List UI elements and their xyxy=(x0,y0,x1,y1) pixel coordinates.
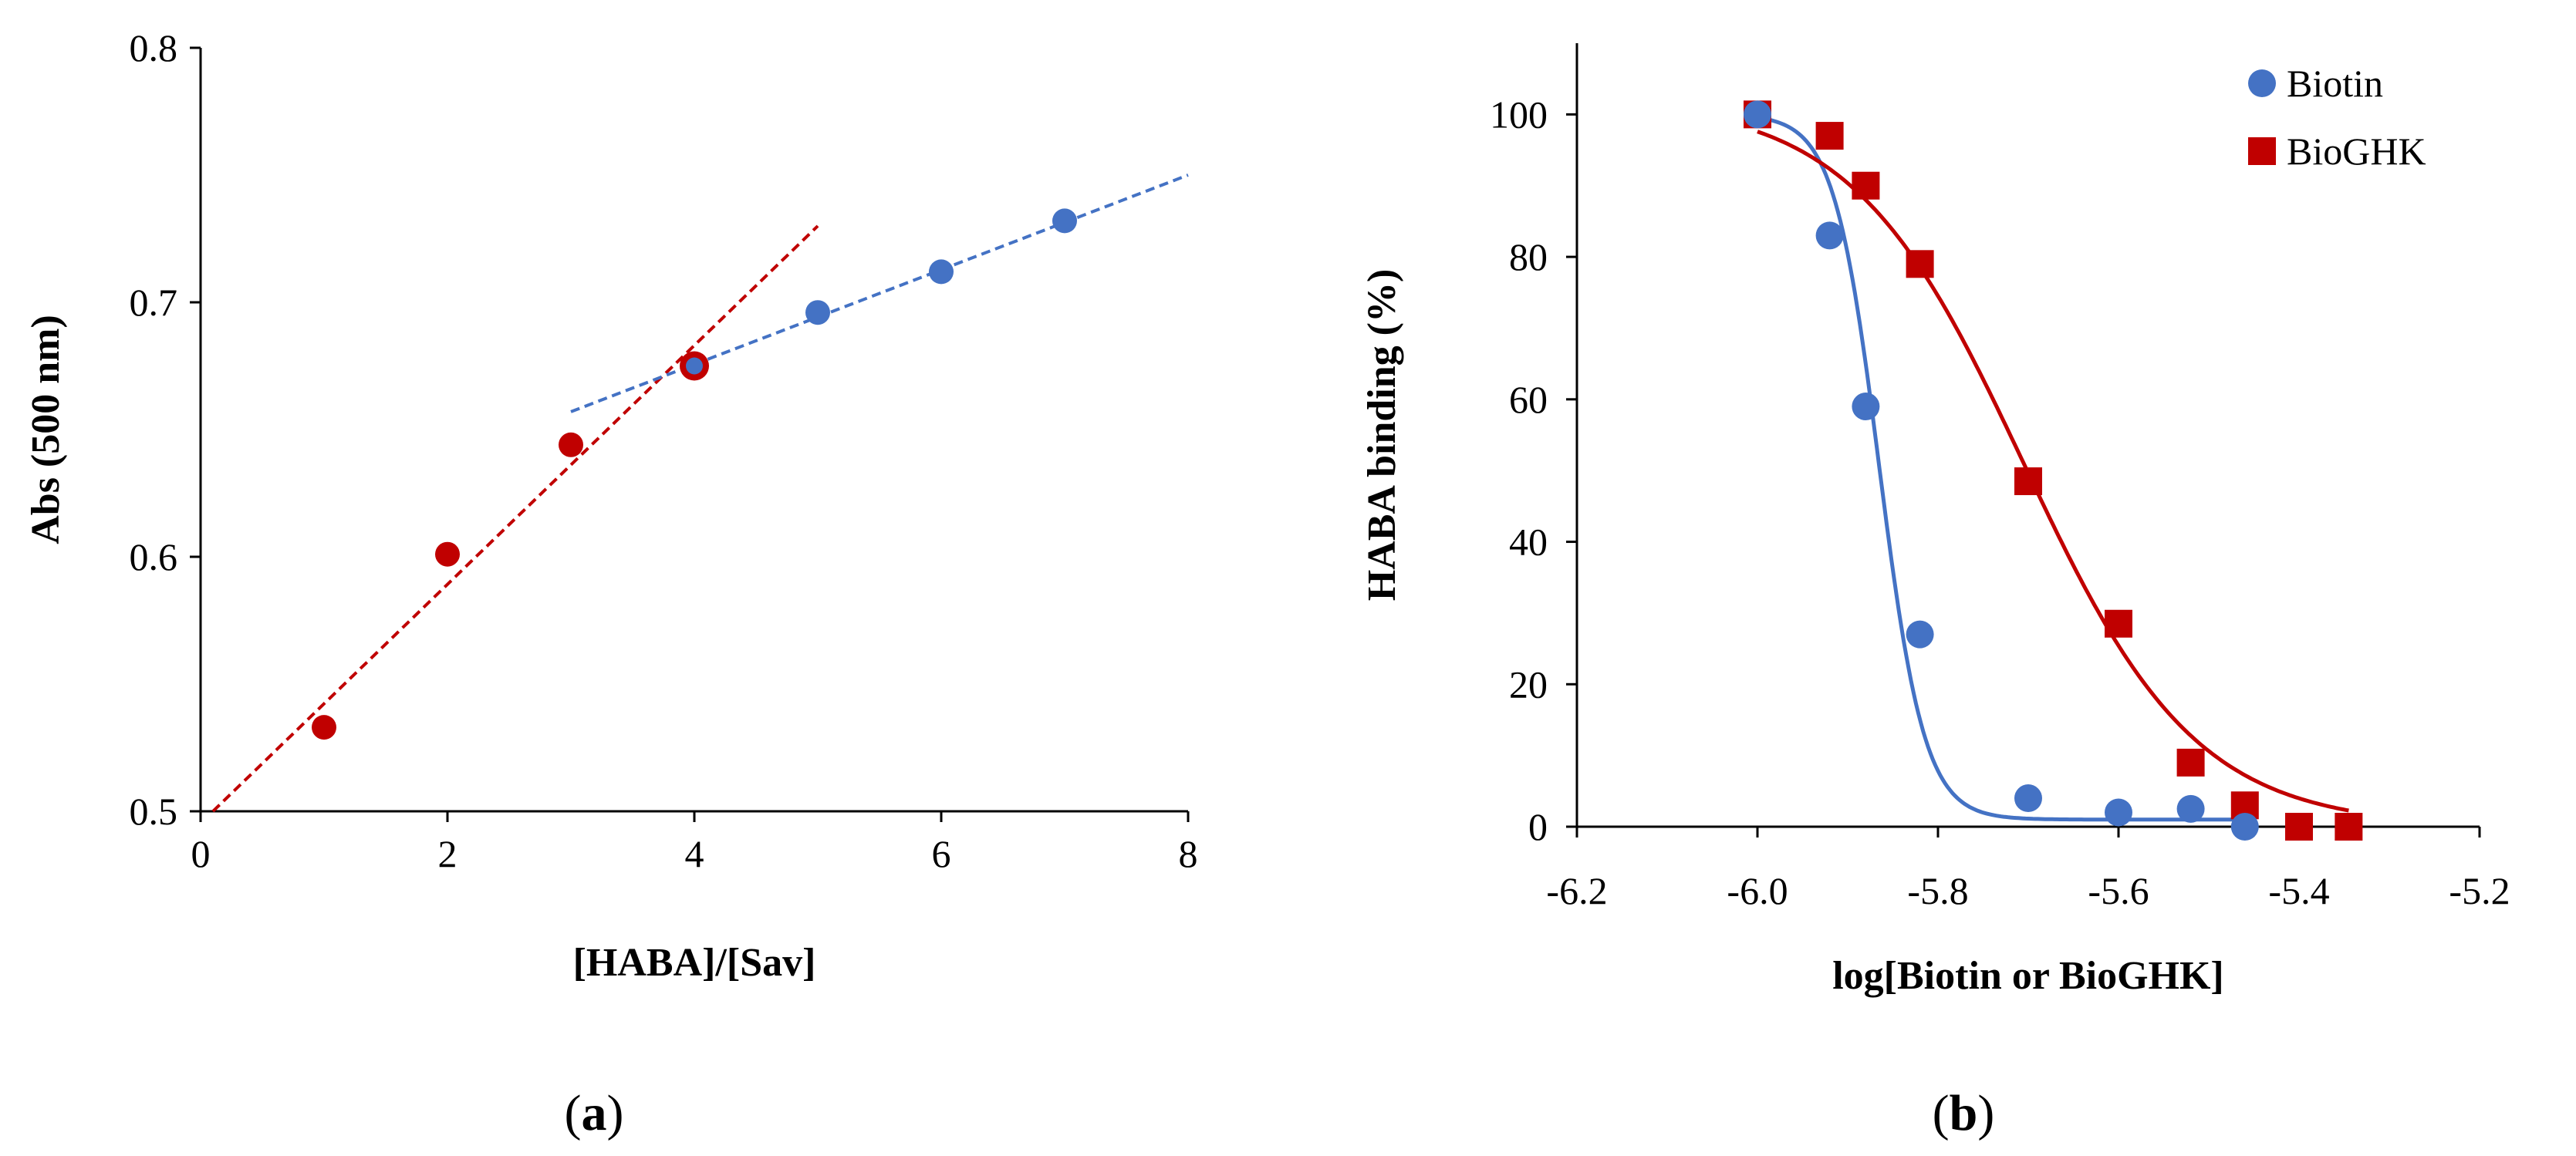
panel-a-x-tick-label: 4 xyxy=(685,832,704,875)
panel-a-x-tick-label: 6 xyxy=(932,832,951,875)
panel-b-point-biotin xyxy=(1906,620,1934,649)
panel-b-x-axis-title: log[Biotin or BioGHK] xyxy=(1832,954,2224,998)
panel-b-y-tick-label: 0 xyxy=(1528,805,1548,848)
panel-a-x-tick-label: 8 xyxy=(1179,832,1198,875)
panel-b-point-biotin xyxy=(1852,393,1880,421)
panel-b-x-tick-label: -6.0 xyxy=(1727,869,1788,912)
legend-biotin-label: Biotin xyxy=(2287,62,2383,105)
panel-b-legend: Biotin BioGHK xyxy=(2248,62,2426,173)
panel-b-label: (b) xyxy=(1933,1085,1995,1141)
panel-a-point-blue xyxy=(929,259,954,285)
panel-a-point-blue xyxy=(1052,208,1077,234)
panel-b-x-tick-label: -5.2 xyxy=(2449,869,2510,912)
panel-b-point-biotin xyxy=(1744,100,1771,129)
panel-b-letter: b xyxy=(1950,1085,1978,1141)
panel-a-chart: 0 2 4 6 8 0.5 0.6 0.7 0.8 [HABA]/[Sav] Abs (500… xyxy=(24,26,1198,985)
panel-a-trendline-red xyxy=(211,224,819,813)
panel-b-fit-curve-bioghk xyxy=(1757,130,2349,813)
panel-b-y-tick-label: 20 xyxy=(1509,662,1548,706)
panel-b-x-tick-label: -5.8 xyxy=(1907,869,1968,912)
panel-b-point-biotin xyxy=(1815,221,1844,250)
panel-a-label: (a) xyxy=(565,1085,624,1141)
panel-a-y-tick-label: 0.6 xyxy=(130,535,178,578)
panel-b-y-tick-label: 100 xyxy=(1490,93,1548,136)
panel-a-point-red xyxy=(435,541,460,567)
panel-b-y-axis-title: HABA binding (%) xyxy=(1360,269,1404,602)
panel-b-y-tick-label: 60 xyxy=(1509,378,1548,421)
panel-b-point-biotin xyxy=(2105,798,2132,827)
panel-b-x-tick-label: -5.6 xyxy=(2088,869,2149,912)
panel-a-y-tick-label: 0.5 xyxy=(130,790,178,833)
panel-a-x-tick-label: 0 xyxy=(191,832,211,875)
panel-a-point-red xyxy=(559,432,583,457)
panel-b-fit-curve-biotin xyxy=(1757,116,2245,822)
panel-a-y-tick-label: 0.8 xyxy=(130,26,178,69)
panel-a-x-axis-title: [HABA]/[Sav] xyxy=(573,941,816,985)
panel-a-point-red xyxy=(312,715,336,740)
panel-b-point-bioghk xyxy=(1906,250,1934,278)
panel-a-y-tick-label: 0.7 xyxy=(130,281,178,324)
legend-bioghk-label: BioGHK xyxy=(2287,130,2426,173)
panel-b-point-bioghk xyxy=(2335,813,2363,841)
panel-a-point-blue xyxy=(686,357,703,375)
panel-b-x-tick-label: -5.4 xyxy=(2268,869,2329,912)
panel-a-trendline-blue xyxy=(570,174,1189,413)
panel-b-point-bioghk xyxy=(1815,122,1844,150)
panel-a-point-blue xyxy=(805,300,830,325)
panel-b-point-biotin xyxy=(2176,794,2205,823)
panel-b-x-tick-label: -6.2 xyxy=(1546,869,1607,912)
panel-b-point-bioghk xyxy=(2176,748,2205,777)
panel-b-point-bioghk xyxy=(2105,609,2132,638)
panel-b-point-bioghk xyxy=(2285,813,2313,841)
panel-a-x-tick-label: 2 xyxy=(438,832,457,875)
panel-b-point-biotin xyxy=(2230,813,2259,841)
panel-b-point-biotin xyxy=(2014,784,2042,813)
panel-b-point-bioghk xyxy=(2014,467,2042,496)
panel-b-y-tick-label: 80 xyxy=(1509,235,1548,278)
panel-a-letter: a xyxy=(582,1085,607,1141)
panel-b-point-bioghk xyxy=(1852,171,1880,200)
legend-biotin-marker xyxy=(2248,69,2276,97)
legend-bioghk-marker xyxy=(2248,137,2276,165)
panel-b-y-tick-label: 40 xyxy=(1509,521,1548,564)
panel-a-y-axis-title: Abs (500 nm) xyxy=(24,315,68,544)
panel-b-chart: -6.2 -6.0 -5.8 -5.6 -5.4 -5.2 0 20 40 60 80 100 Bi… xyxy=(1360,43,2510,998)
